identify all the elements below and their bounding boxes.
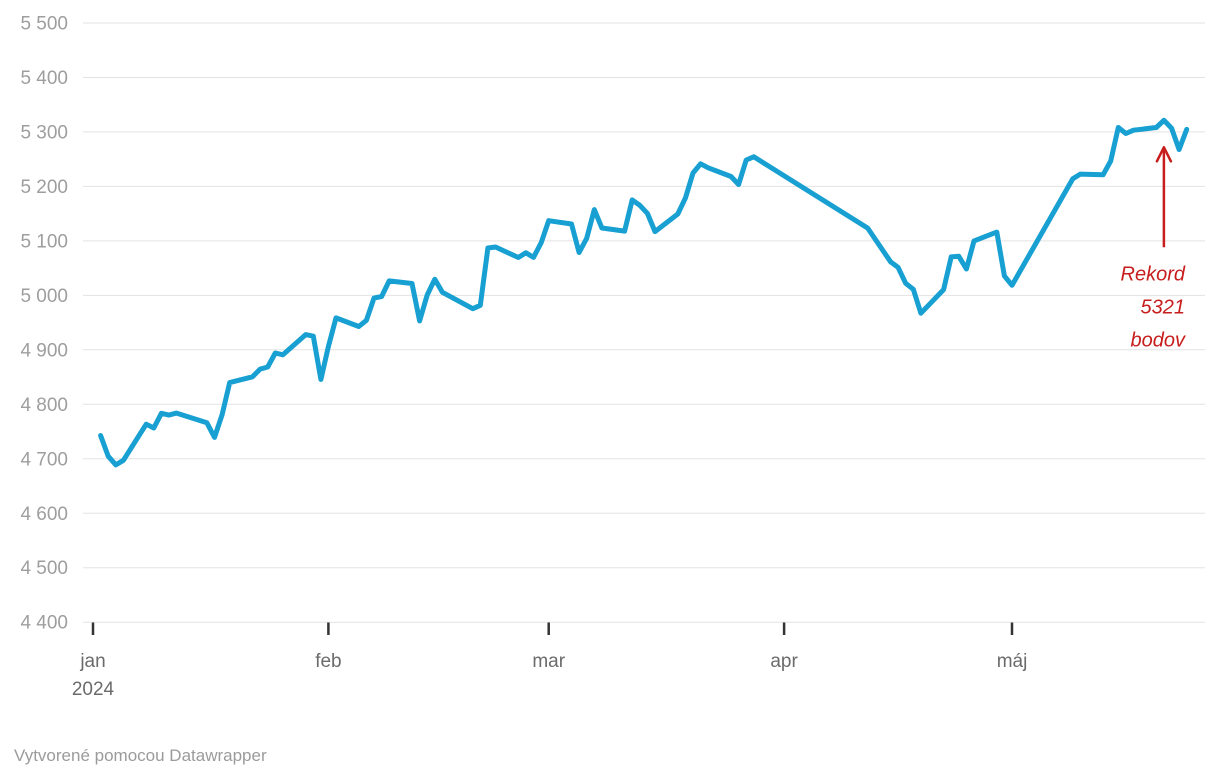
y-axis-label: 4 600: [20, 504, 68, 525]
annotation-text: Rekord: [1121, 263, 1186, 285]
annotation-arrowhead: [1155, 146, 1173, 163]
y-axis-label: 4 500: [20, 558, 68, 579]
x-axis-year-label: 2024: [72, 679, 115, 700]
y-axis-label: 5 100: [20, 231, 68, 252]
y-axis-label: 5 500: [20, 14, 68, 35]
line-chart: 5 500 5 400 5 300 5 200 5 100 5 000 4 900 4 800…: [20, 14, 1205, 700]
x-axis-label: jan: [79, 651, 105, 672]
y-axis-label: 4 700: [20, 449, 68, 470]
y-axis-label: 5 000: [20, 286, 68, 307]
y-axis-label: 4 900: [20, 340, 68, 361]
x-axis-label: feb: [315, 651, 341, 672]
x-axis-label: máj: [997, 651, 1028, 672]
price-line[interactable]: [98, 117, 1190, 468]
annotation-text: bodov: [1131, 329, 1186, 351]
x-axis-label: mar: [532, 651, 565, 672]
annotation-text: 5321: [1141, 296, 1186, 318]
y-axis-label: 4 800: [20, 395, 68, 416]
y-axis-label: 5 400: [20, 68, 68, 89]
datawrapper-credit[interactable]: Vytvorené pomocou Datawrapper: [14, 746, 267, 765]
y-axis-label: 5 200: [20, 177, 68, 198]
y-axis-label: 4 400: [20, 613, 68, 634]
y-axis-label: 5 300: [20, 122, 68, 143]
x-axis-label: apr: [770, 651, 798, 672]
